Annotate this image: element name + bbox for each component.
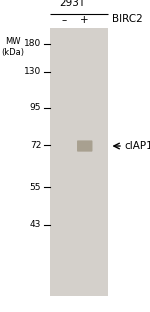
Text: 293T: 293T (60, 0, 86, 8)
FancyBboxPatch shape (77, 140, 92, 152)
Text: BIRC2: BIRC2 (112, 14, 142, 24)
Text: MW
(kDa): MW (kDa) (1, 37, 24, 57)
Text: 72: 72 (30, 141, 41, 149)
Text: 180: 180 (24, 39, 41, 48)
Text: 55: 55 (30, 183, 41, 192)
Text: 130: 130 (24, 67, 41, 76)
Text: 95: 95 (30, 103, 41, 112)
Bar (50, 28, 108, 296)
Text: cIAP1: cIAP1 (124, 141, 150, 151)
Text: +: + (80, 15, 89, 25)
Text: 43: 43 (30, 220, 41, 229)
Text: –: – (61, 15, 66, 25)
